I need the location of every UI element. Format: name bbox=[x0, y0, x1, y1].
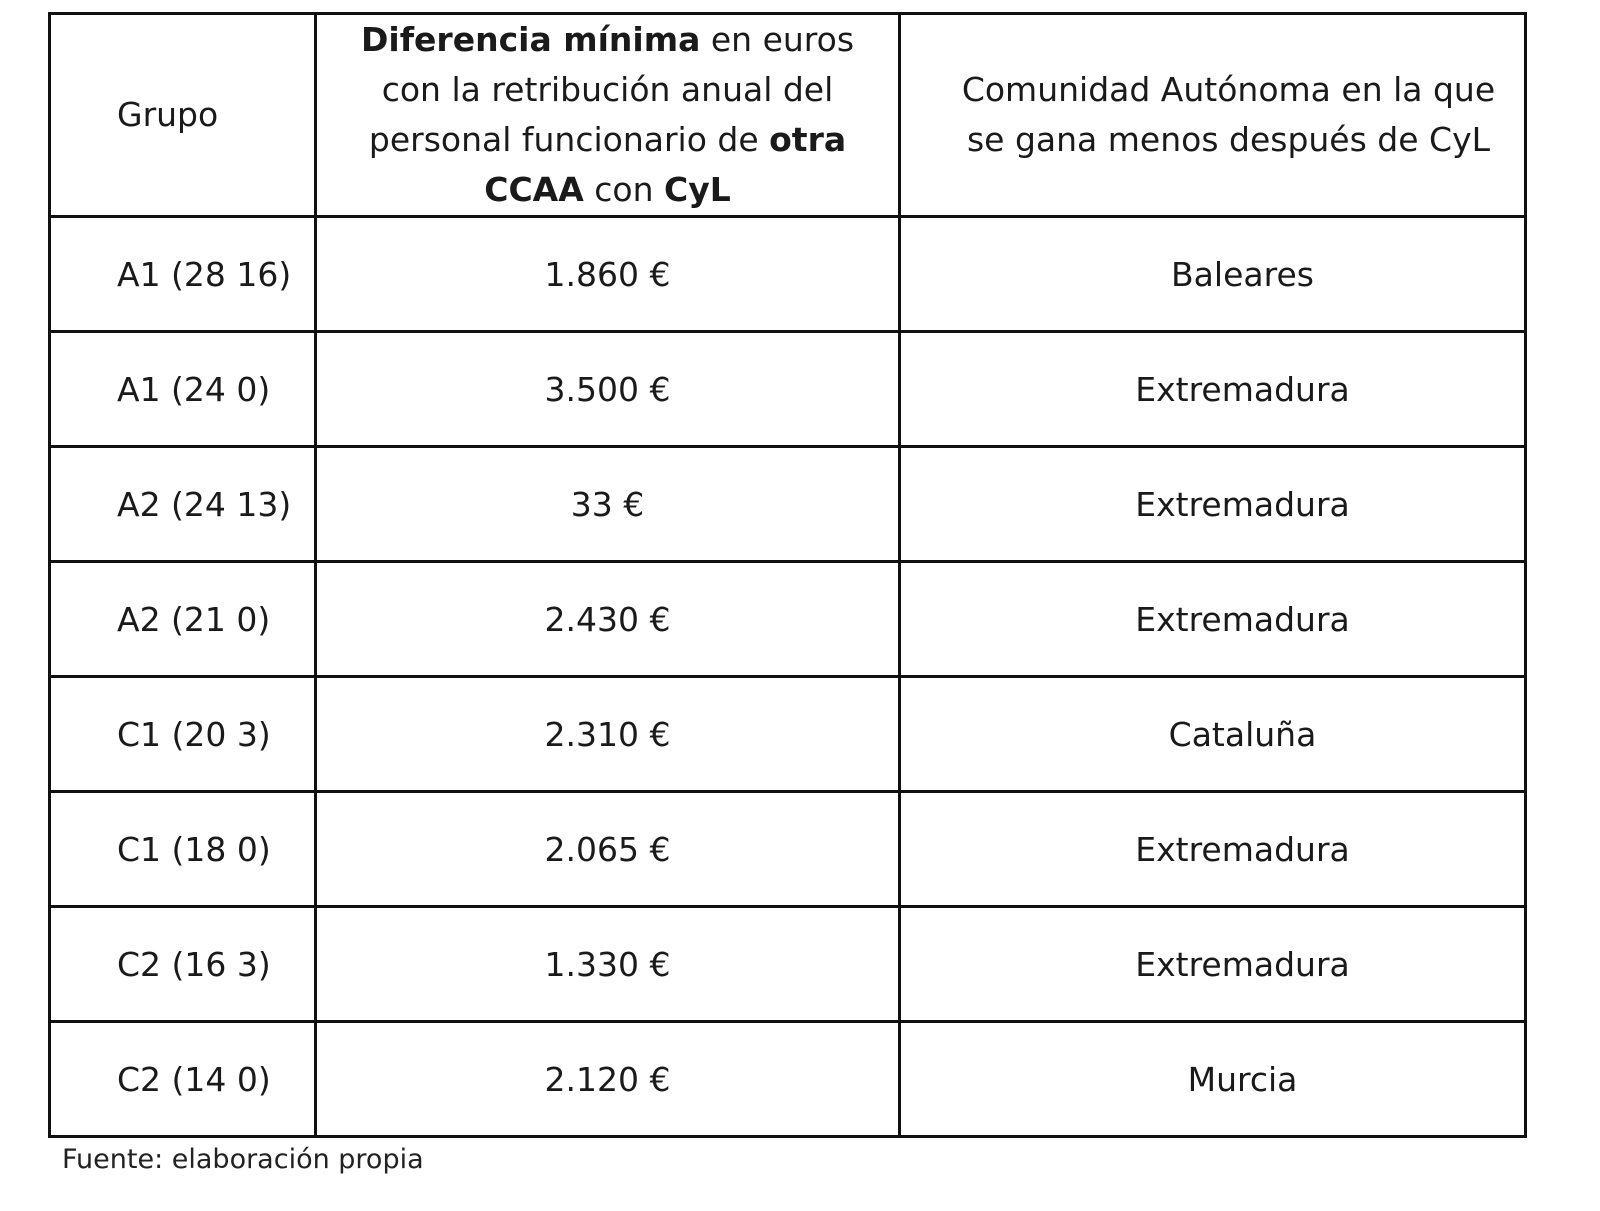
table-row: C1 (20 3) 2.310 € Cataluña bbox=[48, 675, 1527, 793]
cell-region: Extremadura bbox=[898, 790, 1527, 908]
header-diff-text-4: con bbox=[583, 170, 664, 209]
salary-difference-table-container: Grupo Diferencia mínima en euros con la … bbox=[48, 12, 1527, 1138]
table-header: Grupo Diferencia mínima en euros con la … bbox=[48, 12, 1527, 218]
table-row: C2 (16 3) 1.330 € Extremadura bbox=[48, 905, 1527, 1023]
cell-region: Baleares bbox=[898, 215, 1527, 333]
header-row: Grupo Diferencia mínima en euros con la … bbox=[48, 12, 1527, 218]
cell-region: Murcia bbox=[898, 1020, 1527, 1138]
header-diff-bold-1: Diferencia mínima bbox=[360, 20, 701, 59]
cell-region: Extremadura bbox=[898, 445, 1527, 563]
cell-difference: 2.120 € bbox=[314, 1020, 901, 1138]
table-row: C1 (18 0) 2.065 € Extremadura bbox=[48, 790, 1527, 908]
table-row: A1 (24 0) 3.500 € Extremadura bbox=[48, 330, 1527, 448]
header-group: Grupo bbox=[48, 12, 317, 218]
cell-group: C2 (14 0) bbox=[48, 1020, 317, 1138]
table-row: A2 (21 0) 2.430 € Extremadura bbox=[48, 560, 1527, 678]
cell-difference: 2.065 € bbox=[314, 790, 901, 908]
table-row: A1 (28 16) 1.860 € Baleares bbox=[48, 215, 1527, 333]
header-difference: Diferencia mínima en euros con la retrib… bbox=[314, 12, 901, 218]
cell-group: A1 (24 0) bbox=[48, 330, 317, 448]
source-note: Fuente: elaboración propia bbox=[62, 1144, 424, 1175]
cell-difference: 3.500 € bbox=[314, 330, 901, 448]
cell-region: Extremadura bbox=[898, 330, 1527, 448]
cell-region: Extremadura bbox=[898, 905, 1527, 1023]
cell-group: C2 (16 3) bbox=[48, 905, 317, 1023]
table-row: A2 (24 13) 33 € Extremadura bbox=[48, 445, 1527, 563]
cell-difference: 1.330 € bbox=[314, 905, 901, 1023]
cell-group: C1 (20 3) bbox=[48, 675, 317, 793]
header-diff-text-2: en euros con la retribución anual del pe… bbox=[368, 20, 855, 159]
header-region: Comunidad Autónoma en la que se gana men… bbox=[898, 12, 1527, 218]
salary-difference-table: Grupo Diferencia mínima en euros con la … bbox=[48, 12, 1527, 1138]
cell-group: A2 (21 0) bbox=[48, 560, 317, 678]
cell-difference: 2.310 € bbox=[314, 675, 901, 793]
cell-region: Extremadura bbox=[898, 560, 1527, 678]
cell-difference: 2.430 € bbox=[314, 560, 901, 678]
table-row: C2 (14 0) 2.120 € Murcia bbox=[48, 1020, 1527, 1138]
header-diff-bold-5: CyL bbox=[663, 170, 731, 209]
cell-group: A2 (24 13) bbox=[48, 445, 317, 563]
cell-region: Cataluña bbox=[898, 675, 1527, 793]
cell-difference: 1.860 € bbox=[314, 215, 901, 333]
header-diff-bold-3: otra CCAA bbox=[484, 120, 847, 209]
table-body: A1 (28 16) 1.860 € Baleares A1 (24 0) 3.… bbox=[48, 215, 1527, 1138]
cell-difference: 33 € bbox=[314, 445, 901, 563]
cell-group: A1 (28 16) bbox=[48, 215, 317, 333]
cell-group: C1 (18 0) bbox=[48, 790, 317, 908]
